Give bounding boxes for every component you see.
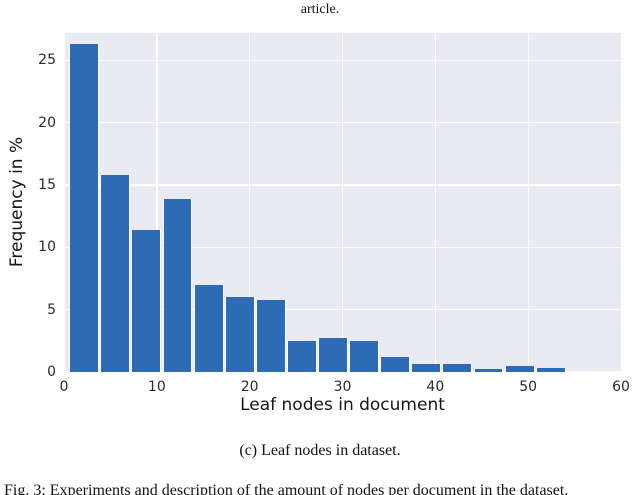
histogram-bar: [411, 363, 442, 372]
gridline-vertical: [434, 33, 437, 372]
x-tick-label: 30: [333, 379, 352, 395]
y-tick-label: 0: [47, 364, 56, 380]
histogram-bar: [193, 284, 224, 372]
gridline-vertical: [64, 33, 65, 372]
histogram-bar: [100, 175, 131, 372]
histogram-bar: [535, 368, 566, 372]
y-tick-label: 25: [38, 52, 56, 69]
histogram-bar: [69, 44, 100, 372]
gridline-vertical: [156, 33, 158, 372]
gridline-vertical: [342, 33, 344, 372]
histogram-bar: [131, 229, 162, 372]
x-tick-label: 10: [147, 379, 166, 395]
x-axis-label: Leaf nodes in document: [240, 395, 445, 415]
subfigure-caption: (c) Leaf nodes in dataset.: [239, 442, 401, 459]
histogram-bar: [380, 357, 411, 372]
histogram-bar: [162, 198, 193, 372]
y-tick-label: 20: [38, 114, 56, 131]
y-tick-label: 15: [38, 177, 56, 194]
histogram-bar: [473, 368, 504, 372]
x-tick-label: 60: [612, 379, 630, 395]
figure-caption-clipped: Fig. 3: Experiments and description of t…: [4, 482, 569, 495]
gridline-vertical: [249, 33, 251, 372]
histogram-bar: [349, 340, 380, 372]
y-tick-label: 10: [38, 239, 56, 256]
histogram-bar: [224, 297, 255, 372]
gridline-vertical: [620, 33, 621, 372]
histogram-bar: [318, 338, 348, 372]
y-tick-label: 5: [47, 301, 56, 318]
gridline-vertical: [527, 33, 529, 372]
plot-area: [64, 33, 621, 372]
histogram-bar: [255, 299, 286, 372]
x-tick-label: 50: [519, 379, 538, 395]
x-tick-label: 20: [240, 379, 259, 395]
previous-subcaption-fragment: article.: [300, 2, 340, 17]
x-tick-label: 0: [59, 379, 69, 395]
histogram-bar: [286, 340, 317, 372]
histogram-bar: [442, 363, 473, 372]
histogram-bar: [504, 365, 535, 372]
x-tick-label: 40: [426, 379, 445, 395]
